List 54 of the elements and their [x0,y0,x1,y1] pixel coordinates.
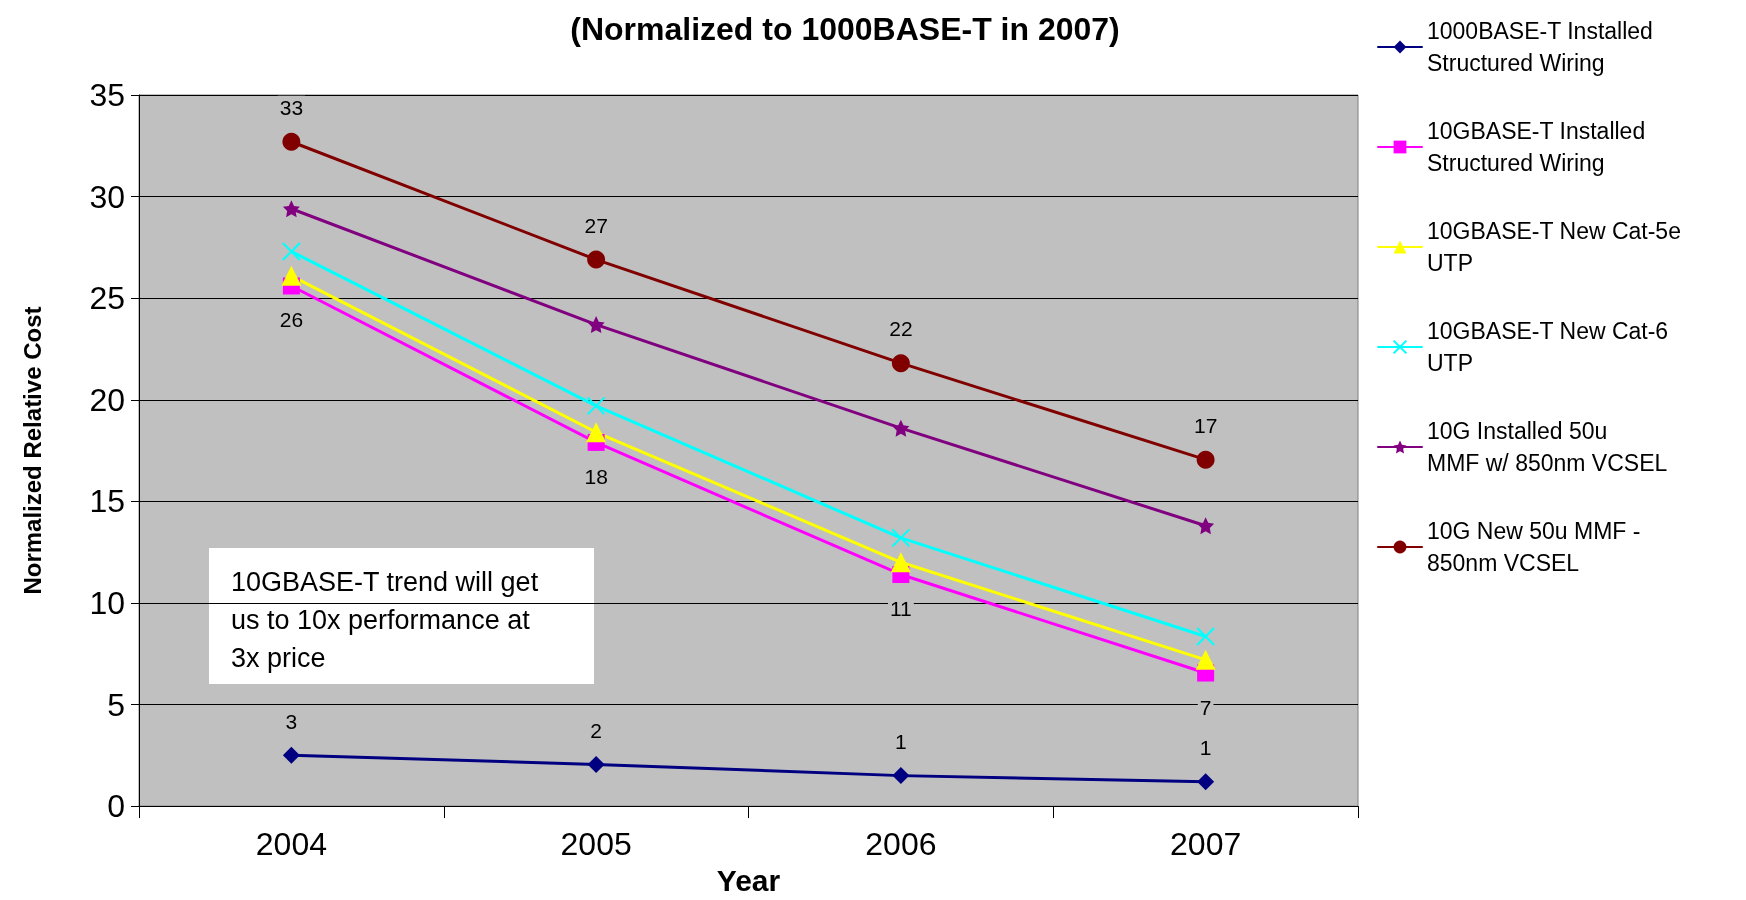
point [282,200,300,218]
data-label: 26 [279,308,304,332]
y-tick-label: 20 [89,381,125,418]
chart-title: (Normalized to 1000BASE-T in 2007) [570,11,1120,47]
point [1196,450,1215,469]
data-label: 7 [1199,695,1212,719]
point [891,528,911,548]
point [282,132,301,151]
x-tick-label: 2005 [560,826,632,863]
data-label: 33 [279,95,304,119]
legend-label: 10G New 50u MMF - 850nm VCSEL [1427,518,1641,576]
data-label: 2 [590,718,602,742]
x-axis-title: Year [716,863,781,897]
y-tick-label: 35 [89,77,125,113]
point [891,354,910,373]
data-label: 27 [584,213,608,237]
point [282,746,300,764]
point [1197,517,1215,535]
y-tick-label: 15 [89,483,125,520]
y-tick-label: 10 [89,584,125,621]
data-label: 3 [285,709,298,733]
annotation: 10GBASE-T trend will get us to 10x performance at 3x price [231,567,546,673]
x-tick-label: 2004 [255,826,327,863]
data-label: 22 [889,317,913,341]
point [281,265,302,286]
data-label: 18 [584,464,608,488]
y-tick-label: 0 [107,788,125,825]
point [586,422,607,443]
x-tick-label: 2007 [1170,826,1242,863]
data-label: 17 [1193,413,1218,437]
point [281,241,301,261]
legend-label: 10GBASE-T New Cat-6 UTP [1427,318,1669,376]
y-axis-title: Normalized Relative Cost [18,306,46,595]
y-tick-label: 5 [107,686,125,723]
point [587,316,605,334]
point [586,396,606,416]
legend-label: 10GBASE-T Installed Structured Wiring [1427,118,1646,176]
legend-label: 10G Installed 50u MMF w/ 850nm VCSEL [1427,418,1668,476]
point [892,419,910,437]
legend-label: 1000BASE-T Installed Structured Wiring [1427,18,1653,76]
point [1195,649,1216,670]
y-tick-label: 25 [89,280,125,317]
data-label: 11 [889,596,912,620]
point [890,552,911,573]
point [1196,626,1216,646]
data-label: 1 [895,730,907,754]
data-label: 1 [1199,736,1212,760]
point [587,755,605,773]
point [587,250,606,269]
y-tick-label: 30 [89,178,125,215]
point [1197,773,1215,791]
point [892,767,910,785]
x-tick-label: 2006 [865,826,937,863]
legend-label: 10GBASE-T New Cat-5e UTP [1427,218,1681,276]
